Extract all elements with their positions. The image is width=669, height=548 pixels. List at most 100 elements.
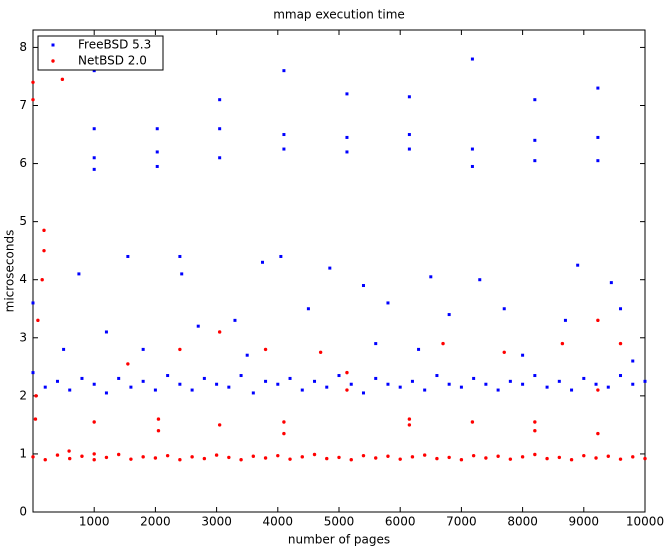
point — [92, 458, 96, 462]
point — [312, 452, 317, 457]
point — [361, 453, 366, 458]
point — [34, 394, 38, 398]
point — [31, 97, 35, 102]
point — [596, 318, 600, 323]
y-tick-label: 4 — [19, 272, 27, 286]
y-tick-label: 8 — [19, 40, 27, 54]
point — [470, 420, 475, 424]
point — [345, 150, 349, 154]
point — [165, 453, 170, 458]
point — [606, 454, 610, 458]
point — [345, 92, 349, 96]
point — [233, 318, 237, 322]
y-tick-label: 0 — [19, 505, 27, 519]
point — [596, 86, 600, 90]
point — [104, 455, 109, 460]
point — [153, 456, 158, 460]
point — [202, 376, 206, 380]
point — [279, 254, 283, 258]
point — [374, 376, 378, 380]
point — [631, 359, 635, 363]
chart-title: mmap execution time — [273, 8, 405, 22]
point — [459, 458, 464, 462]
point — [282, 147, 286, 151]
y-tick-label: 7 — [19, 98, 27, 112]
point — [178, 382, 182, 386]
point — [508, 457, 513, 461]
point — [141, 455, 145, 459]
point — [92, 452, 96, 456]
point — [643, 456, 647, 461]
point — [422, 453, 427, 457]
point — [386, 301, 390, 305]
point — [282, 69, 286, 73]
point — [596, 431, 600, 436]
point — [318, 350, 323, 355]
point — [557, 379, 561, 383]
point — [218, 127, 222, 131]
point — [202, 456, 207, 461]
point — [435, 456, 439, 461]
point — [594, 382, 598, 386]
point — [410, 455, 415, 459]
x-tick-label: 9000 — [569, 515, 600, 529]
point — [398, 457, 402, 461]
point — [68, 456, 72, 461]
point — [239, 374, 243, 378]
point — [569, 458, 574, 462]
point — [429, 275, 433, 279]
x-tick-label: 8000 — [507, 515, 538, 529]
point — [447, 313, 451, 317]
point — [214, 453, 219, 457]
point — [104, 330, 108, 334]
point — [407, 417, 412, 421]
point — [42, 228, 46, 233]
point — [417, 347, 421, 351]
point — [190, 455, 194, 459]
legend-label: FreeBSD 5.3 — [78, 38, 151, 52]
point — [447, 455, 451, 460]
point — [80, 376, 84, 380]
point — [398, 385, 402, 389]
point — [153, 388, 157, 392]
point — [67, 449, 71, 453]
point — [386, 382, 390, 386]
point — [596, 388, 600, 392]
point — [42, 248, 46, 253]
point — [563, 318, 567, 322]
point — [31, 80, 35, 84]
point — [31, 301, 35, 305]
point — [545, 385, 549, 389]
point — [328, 266, 332, 270]
point — [155, 164, 159, 168]
point — [533, 159, 537, 163]
point — [533, 428, 537, 433]
point — [126, 362, 130, 366]
point — [300, 455, 304, 459]
point — [619, 307, 623, 311]
x-tick-label: 6000 — [385, 515, 416, 529]
point — [141, 347, 145, 351]
point — [582, 376, 586, 380]
point — [407, 423, 412, 427]
legend-marker — [51, 59, 55, 63]
point — [407, 147, 411, 151]
point — [218, 156, 222, 160]
point — [276, 453, 280, 458]
point — [31, 455, 35, 459]
point — [478, 278, 482, 282]
point — [43, 458, 47, 462]
point — [251, 454, 256, 458]
point — [619, 374, 623, 378]
point — [521, 382, 525, 386]
point — [349, 382, 353, 386]
point — [217, 330, 222, 334]
point — [349, 458, 353, 462]
point — [263, 347, 268, 352]
point — [520, 455, 525, 459]
point — [180, 272, 184, 276]
point — [533, 452, 537, 457]
point — [337, 374, 341, 378]
point — [300, 388, 304, 392]
point — [606, 385, 610, 389]
